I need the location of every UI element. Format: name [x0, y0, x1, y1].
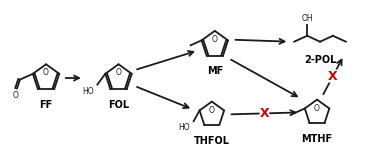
Text: THFOL: THFOL: [194, 136, 230, 146]
Text: O: O: [13, 91, 19, 100]
Text: HO: HO: [178, 123, 190, 132]
Text: O: O: [314, 104, 320, 113]
Text: X: X: [328, 69, 338, 83]
Text: X: X: [260, 107, 269, 120]
Text: O: O: [212, 35, 218, 44]
Text: 2-POL: 2-POL: [304, 55, 336, 65]
Text: O: O: [209, 106, 215, 114]
Text: FOL: FOL: [108, 100, 129, 110]
Text: MF: MF: [207, 66, 223, 76]
Text: O: O: [116, 68, 121, 77]
Text: HO: HO: [82, 86, 93, 96]
Text: MTHF: MTHF: [302, 134, 333, 144]
Text: FF: FF: [39, 100, 53, 110]
Text: O: O: [43, 68, 49, 77]
Text: OH: OH: [301, 14, 313, 23]
